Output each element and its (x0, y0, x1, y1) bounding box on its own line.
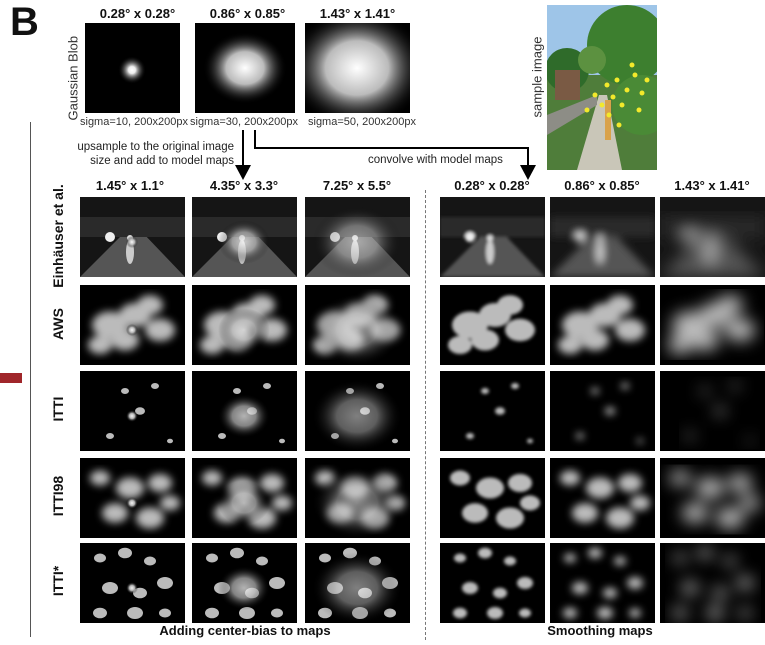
map-itti-col-4 (440, 371, 545, 451)
map-aws-col-2 (192, 285, 297, 365)
map-aws-col-1 (80, 285, 185, 365)
map-itti-star-col-1 (80, 543, 185, 623)
map-itti98-col-3 (305, 458, 410, 538)
map-itti98-col-1 (80, 458, 185, 538)
gaussian-blob-large (305, 23, 410, 113)
panel-letter: B (10, 0, 39, 44)
blob-caption-3: sigma=50, 200x200px (308, 116, 416, 128)
map-itti-star-col-5 (550, 543, 655, 623)
map-einhauser-col-1 (80, 197, 185, 277)
upsample-note: upsample to the original image size and … (77, 141, 234, 167)
map-einhauser-col-6 (660, 197, 765, 277)
map-itti-star-col-2 (192, 543, 297, 623)
map-itti-col-6 (660, 371, 765, 451)
gaussian-blob-small (85, 23, 180, 113)
left-header-3: 7.25° x 5.5° (322, 178, 392, 193)
gaussian-blob-medium (195, 23, 295, 113)
map-itti98-col-2 (192, 458, 297, 538)
map-aws-col-3 (305, 285, 410, 365)
left-divider (30, 122, 31, 637)
right-header-3: 1.43° x 1.41° (674, 178, 750, 193)
map-itti-col-1 (80, 371, 185, 451)
map-itti98-col-4 (440, 458, 545, 538)
map-itti-star-col-4 (440, 543, 545, 623)
blob-header-3: 1.43° x 1.41° (319, 6, 396, 21)
right-header-1: 0.28° x 0.28° (454, 178, 530, 193)
row-label-itti-star: ITTI* (50, 565, 66, 597)
map-einhauser-col-4 (440, 197, 545, 277)
blob-caption-1: sigma=10, 200x200px (80, 116, 188, 128)
red-marker (0, 373, 22, 383)
map-itti-col-5 (550, 371, 655, 451)
map-itti-star-col-3 (305, 543, 410, 623)
map-einhauser-col-3 (305, 197, 410, 277)
convolve-note: convolve with model maps (368, 154, 503, 166)
map-itti98-col-5 (550, 458, 655, 538)
center-divider (425, 190, 426, 640)
left-header-2: 4.35° x 3.3° (209, 178, 279, 193)
map-itti98-col-6 (660, 458, 765, 538)
blob-header-1: 0.28° x 0.28° (99, 6, 176, 21)
sample-image (547, 5, 657, 170)
flow-arrows (235, 130, 536, 180)
map-itti-col-2 (192, 371, 297, 451)
right-header-2: 0.86° x 0.85° (564, 178, 640, 193)
map-einhauser-col-2 (192, 197, 297, 277)
map-aws-col-5 (550, 285, 655, 365)
map-aws-col-4 (440, 285, 545, 365)
map-aws-col-6 (660, 285, 765, 365)
blob-caption-2: sigma=30, 200x200px (190, 116, 298, 128)
map-einhauser-col-5 (550, 197, 655, 277)
footer-right: Smoothing maps (547, 623, 653, 638)
map-itti-col-3 (305, 371, 410, 451)
map-itti-star-col-6 (660, 543, 765, 623)
blob-header-2: 0.86° x 0.85° (209, 6, 286, 21)
left-header-1: 1.45° x 1.1° (95, 178, 165, 193)
footer-left: Adding center-bias to maps (159, 623, 331, 638)
